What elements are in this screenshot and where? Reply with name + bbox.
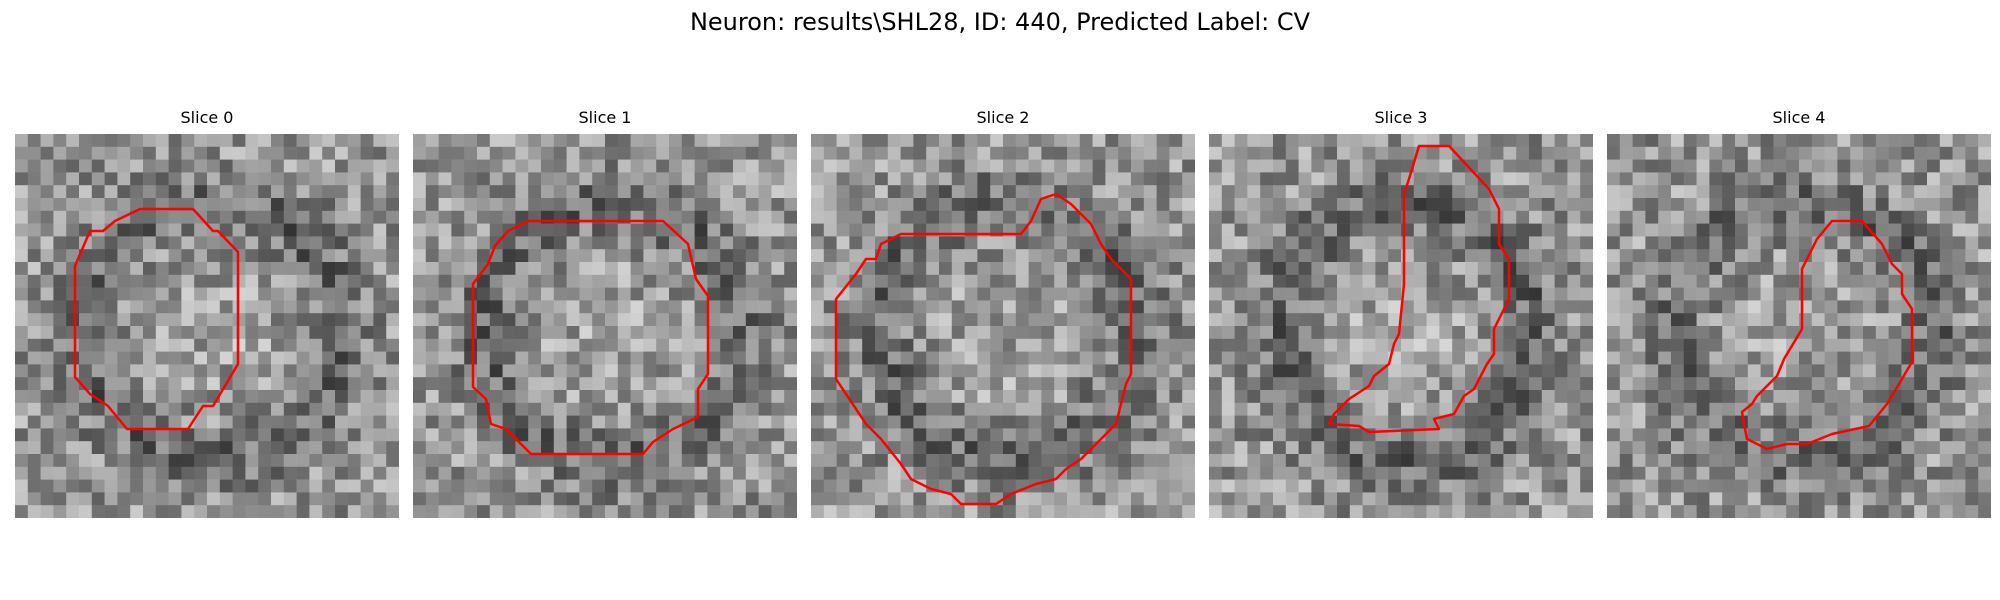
slice-image-1 <box>413 134 797 518</box>
slice-image-3 <box>1209 134 1593 518</box>
neuron-contour <box>1740 219 1914 451</box>
slice-title: Slice 4 <box>1772 108 1826 127</box>
figure-title: Neuron: results\SHL28, ID: 440, Predicte… <box>689 8 1311 36</box>
neuron-contour <box>73 207 240 431</box>
grayscale-pixel-grid <box>15 134 399 518</box>
neuron-contour <box>471 219 710 456</box>
grayscale-pixel-grid <box>413 134 797 518</box>
slice-title: Slice 2 <box>976 108 1030 127</box>
slice-title: Slice 1 <box>578 108 632 127</box>
slice-image-0 <box>15 134 399 518</box>
grayscale-pixel-grid <box>1607 134 1991 518</box>
slice-title: Slice 0 <box>180 108 234 127</box>
neuron-contour <box>834 192 1133 506</box>
slice-title: Slice 3 <box>1374 108 1428 127</box>
grayscale-pixel-grid <box>1209 134 1593 518</box>
neuron-contour <box>1327 144 1511 434</box>
slice-image-4 <box>1607 134 1991 518</box>
grayscale-pixel-grid <box>811 134 1195 518</box>
slice-image-2 <box>811 134 1195 518</box>
